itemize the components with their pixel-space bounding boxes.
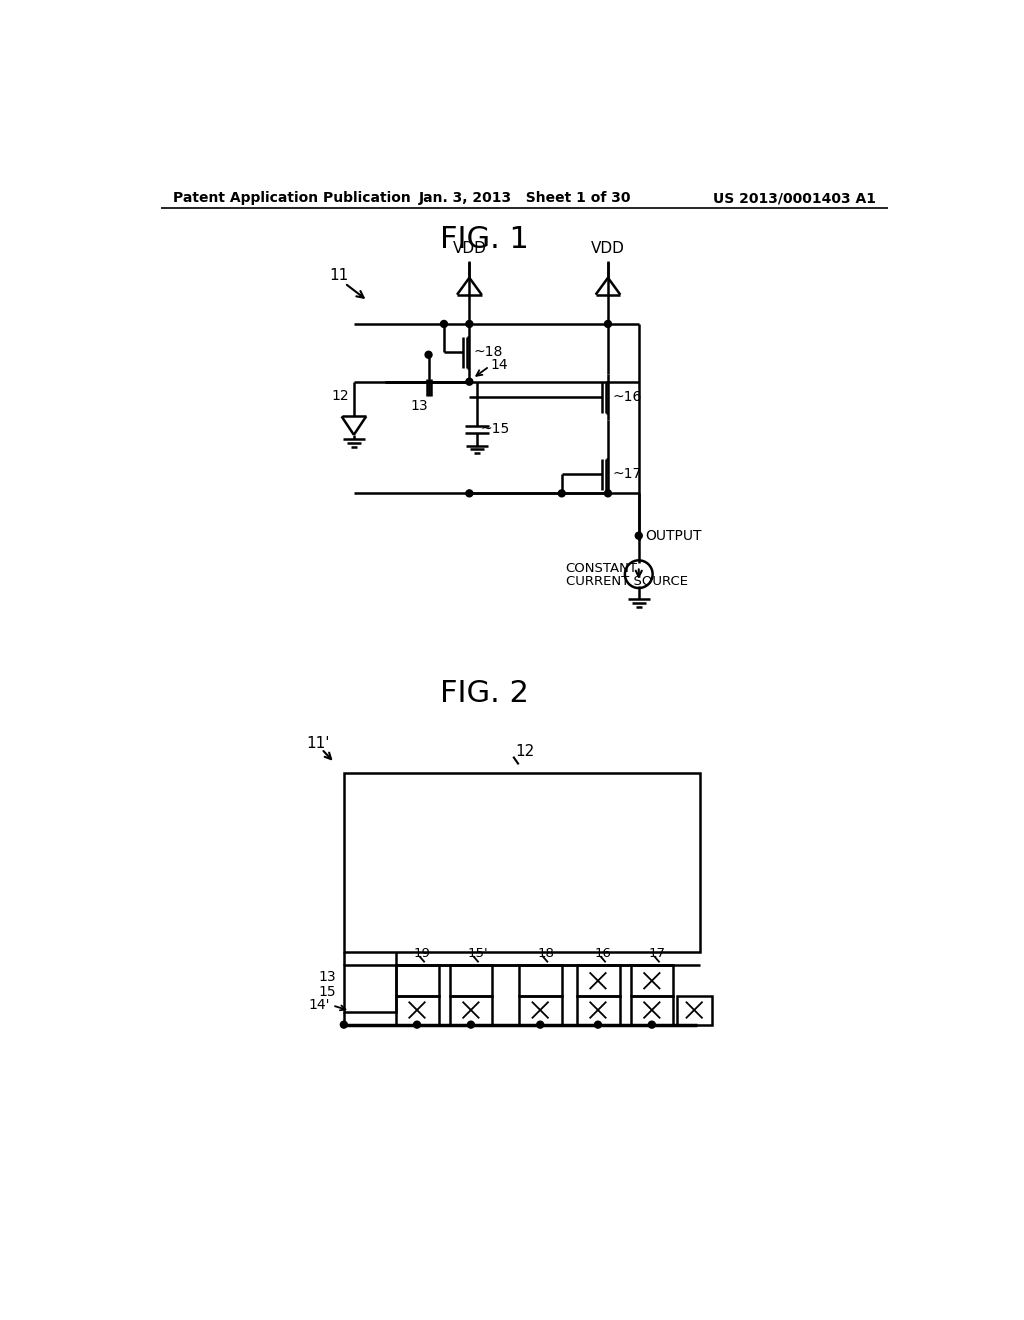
Text: 13: 13 [411, 400, 428, 413]
Circle shape [466, 321, 473, 327]
Bar [519, 965, 562, 997]
Bar [344, 774, 700, 952]
Text: 15': 15' [468, 946, 488, 960]
Text: CONSTANT: CONSTANT [565, 561, 638, 574]
Circle shape [440, 321, 447, 327]
Circle shape [648, 1022, 655, 1028]
Text: Jan. 3, 2013   Sheet 1 of 30: Jan. 3, 2013 Sheet 1 of 30 [419, 191, 631, 206]
Text: VDD: VDD [591, 242, 625, 256]
Text: US 2013/0001403 A1: US 2013/0001403 A1 [713, 191, 876, 206]
Bar [451, 965, 493, 997]
Circle shape [414, 1022, 421, 1028]
Text: 12: 12 [332, 388, 349, 403]
Circle shape [604, 321, 611, 327]
Bar [578, 997, 620, 1024]
Text: ~17: ~17 [612, 467, 642, 480]
Circle shape [466, 490, 473, 496]
Bar [677, 997, 712, 1024]
Circle shape [466, 379, 473, 385]
Text: ~16: ~16 [612, 391, 642, 404]
Text: FIG. 2: FIG. 2 [440, 678, 529, 708]
Text: ~18: ~18 [474, 346, 504, 359]
Bar [344, 965, 396, 1011]
Text: OUTPUT: OUTPUT [645, 529, 701, 543]
Circle shape [425, 351, 432, 358]
Circle shape [467, 1022, 474, 1028]
Bar [396, 965, 438, 997]
Text: Patent Application Publication: Patent Application Publication [173, 191, 411, 206]
Circle shape [340, 1022, 347, 1028]
Bar [631, 997, 674, 1024]
Text: 11': 11' [306, 737, 330, 751]
Circle shape [558, 490, 565, 496]
Text: 16: 16 [595, 946, 611, 960]
Text: 11: 11 [330, 268, 348, 282]
Text: 17: 17 [649, 946, 666, 960]
Text: 14: 14 [490, 358, 509, 372]
Text: VDD: VDD [453, 242, 486, 256]
Circle shape [635, 532, 642, 539]
Text: ~15: ~15 [480, 422, 509, 437]
Text: 15: 15 [318, 985, 336, 998]
Text: 19: 19 [414, 946, 431, 960]
Bar [396, 997, 438, 1024]
Bar [578, 965, 620, 997]
Text: FIG. 1: FIG. 1 [440, 224, 529, 253]
Text: CURRENT SOURCE: CURRENT SOURCE [565, 576, 687, 589]
Circle shape [604, 490, 611, 496]
Bar [631, 965, 674, 997]
Bar [451, 997, 493, 1024]
Text: 12: 12 [515, 743, 535, 759]
Circle shape [595, 1022, 601, 1028]
Text: 14': 14' [308, 998, 330, 1012]
Text: 18: 18 [538, 946, 554, 960]
Bar [519, 997, 562, 1024]
Circle shape [537, 1022, 544, 1028]
Text: 13: 13 [318, 970, 336, 983]
